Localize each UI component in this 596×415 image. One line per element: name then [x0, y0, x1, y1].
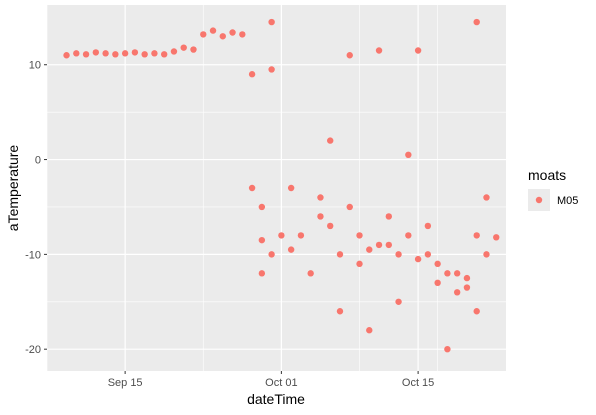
- data-point: [73, 50, 80, 57]
- plot-panel: [47, 5, 506, 371]
- legend-label: M05: [557, 195, 578, 207]
- data-point: [317, 213, 324, 220]
- data-point: [356, 260, 363, 268]
- data-point: [307, 270, 314, 277]
- data-point: [151, 50, 158, 57]
- data-point: [346, 203, 353, 211]
- data-point: [414, 47, 422, 54]
- data-point: [63, 52, 70, 59]
- x-tick-label: Sep 15: [108, 377, 143, 389]
- data-point: [366, 246, 373, 253]
- legend: moats M05: [528, 167, 578, 211]
- data-point: [473, 232, 480, 239]
- y-tick-label: -10: [25, 249, 41, 261]
- data-point: [424, 251, 432, 258]
- data-point: [346, 52, 353, 59]
- data-point: [483, 194, 490, 201]
- y-tick-label: 10: [29, 60, 41, 72]
- data-point: [463, 274, 471, 282]
- data-point: [141, 51, 148, 58]
- data-point: [258, 236, 266, 244]
- data-point: [258, 203, 266, 211]
- data-point: [268, 18, 275, 26]
- y-axis-title: aTemperature: [5, 145, 21, 232]
- data-point: [375, 241, 383, 249]
- data-point: [160, 51, 168, 58]
- data-point: [463, 284, 471, 291]
- data-point: [385, 213, 393, 220]
- data-point: [112, 51, 119, 58]
- y-tick-label: 0: [35, 155, 41, 167]
- data-point: [424, 222, 432, 230]
- data-point: [268, 251, 275, 258]
- data-point: [287, 246, 295, 253]
- data-point: [229, 29, 236, 36]
- minor-gridlines: [46, 5, 506, 371]
- data-point: [434, 260, 441, 268]
- data-point: [268, 66, 275, 73]
- data-point: [121, 50, 129, 57]
- data-point: [395, 251, 402, 258]
- data-point: [209, 27, 217, 34]
- data-point: [190, 46, 197, 53]
- data-point: [180, 44, 187, 51]
- legend-title: moats: [528, 167, 566, 183]
- data-point: [434, 279, 441, 287]
- data-point: [405, 232, 412, 239]
- data-point: [327, 222, 334, 230]
- data-point: [200, 31, 207, 38]
- data-point: [444, 345, 451, 353]
- y-tick-label: -20: [25, 344, 41, 356]
- data-point: [483, 251, 490, 258]
- data-point: [248, 71, 256, 78]
- data-point: [287, 184, 295, 192]
- data-point: [453, 270, 461, 277]
- data-point: [92, 49, 100, 56]
- data-point: [336, 251, 344, 258]
- data-point: [473, 18, 480, 26]
- x-axis-ticks: Sep 15 Oct 01 Oct 15: [108, 371, 434, 389]
- data-point: [336, 308, 344, 315]
- data-point: [327, 137, 334, 144]
- data-point: [473, 308, 480, 315]
- data-point: [493, 234, 500, 241]
- data-point: [414, 255, 422, 263]
- data-point: [366, 327, 373, 334]
- x-axis-title: dateTime: [247, 391, 305, 407]
- data-point: [317, 194, 324, 201]
- data-points: [63, 18, 500, 353]
- data-point: [170, 48, 178, 55]
- data-point: [356, 232, 363, 239]
- data-point: [385, 241, 393, 249]
- data-point: [131, 49, 139, 56]
- data-point: [405, 151, 412, 159]
- data-point: [239, 31, 246, 38]
- data-point: [297, 232, 305, 239]
- data-point: [102, 50, 109, 57]
- data-point: [278, 232, 285, 239]
- legend-key-marker: [535, 196, 543, 204]
- data-point: [444, 270, 451, 277]
- y-axis-ticks: 10 0 -10 -20: [25, 60, 47, 356]
- data-point: [395, 298, 402, 305]
- data-point: [453, 289, 461, 296]
- data-point: [258, 270, 266, 277]
- data-point: [375, 47, 383, 54]
- x-tick-label: Oct 15: [402, 377, 434, 389]
- data-point: [219, 33, 226, 40]
- data-point: [248, 184, 256, 192]
- x-tick-label: Oct 01: [265, 377, 297, 389]
- data-point: [82, 51, 90, 58]
